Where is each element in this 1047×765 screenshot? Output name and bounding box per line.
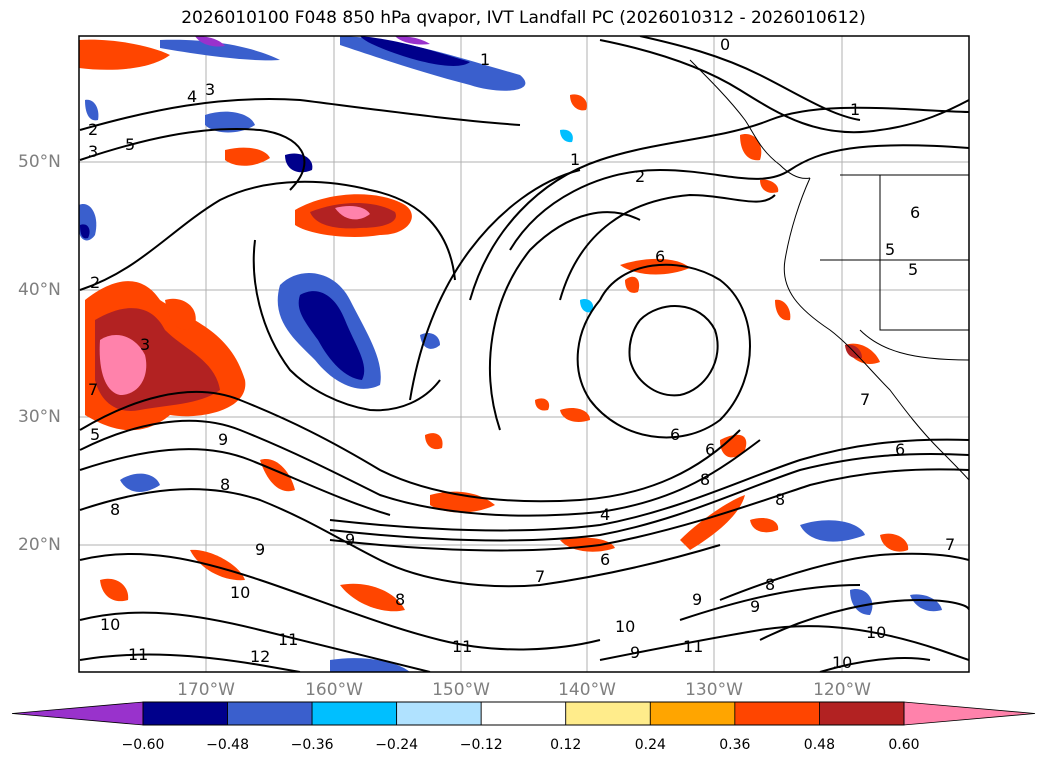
contour-label: 8 <box>700 470 710 489</box>
colorbar-cell <box>396 701 482 726</box>
colorbar-cell <box>565 701 651 726</box>
contour-label: 11 <box>683 637 703 656</box>
contour-label: 6 <box>600 550 610 569</box>
contour-label: 7 <box>860 390 870 409</box>
lon-label: 150°W <box>432 680 490 700</box>
contour-label: 9 <box>255 540 265 559</box>
contour-label: 12 <box>250 647 270 666</box>
contour-label: 5 <box>90 425 100 444</box>
contour-label: 5 <box>125 135 135 154</box>
contour-label: 8 <box>765 575 775 594</box>
lat-label: 40°N <box>18 280 61 300</box>
shading <box>79 36 942 672</box>
contour-label: 6 <box>895 440 905 459</box>
colorbar-cell <box>649 701 736 726</box>
contour-label: 1 <box>850 100 860 119</box>
coastline <box>689 59 969 481</box>
contour-label: 8 <box>395 590 405 609</box>
contour-label: 2 <box>90 273 100 292</box>
contour-label: 7 <box>945 535 955 554</box>
colorbar-tick-label: 0.48 <box>803 737 835 753</box>
contour-label: 7 <box>535 567 545 586</box>
colorbar-tick-label: −0.24 <box>375 737 419 753</box>
contour-label: 8 <box>220 475 230 494</box>
colorbar-cell <box>142 701 228 726</box>
contour-label: 8 <box>110 500 120 519</box>
contour-label: 5 <box>908 260 918 279</box>
colorbar-cell <box>227 701 313 726</box>
contour-label: 6 <box>910 203 920 222</box>
lat-label: 50°N <box>18 152 61 172</box>
contour-label: 2 <box>88 120 98 139</box>
contour-label: 3 <box>140 335 150 354</box>
colorbar-tick-label: 0.12 <box>550 737 582 753</box>
contour-label: 6 <box>670 425 680 444</box>
colorbar <box>11 701 1036 726</box>
contour-label: 9 <box>750 597 760 616</box>
colorbar-cell <box>734 701 820 726</box>
contour-label: 7 <box>88 380 98 399</box>
contour-label: 3 <box>88 142 98 161</box>
contour-label: 10 <box>230 583 250 602</box>
contour-label: 0 <box>720 35 730 54</box>
contour-label: 4 <box>600 505 610 524</box>
colorbar-cell <box>819 701 905 726</box>
map-title: 2026010100 F048 850 hPa qvapor, IVT Land… <box>181 8 866 28</box>
lon-label: 160°W <box>305 680 363 700</box>
colorbar-cell <box>311 701 398 726</box>
contour-label: 8 <box>775 490 785 509</box>
lat-label: 30°N <box>18 407 61 427</box>
contour-label: 2 <box>635 167 645 186</box>
contour-label: 1 <box>570 150 580 169</box>
contour-label: 10 <box>100 615 120 634</box>
contour-label: 10 <box>866 623 886 642</box>
contour-label: 11 <box>278 630 298 649</box>
contour-label: 3 <box>205 80 215 99</box>
colorbar-tick-label: −0.12 <box>459 737 503 753</box>
contour-label: 5 <box>885 240 895 259</box>
colorbar-tick-label: −0.36 <box>290 737 334 753</box>
colorbar-tick-label: −0.48 <box>206 737 249 753</box>
contour-label: 10 <box>615 617 635 636</box>
lon-label: 140°W <box>558 680 616 700</box>
contour-label: 6 <box>655 247 665 266</box>
colorbar-cell <box>480 701 567 726</box>
lon-label: 130°W <box>685 680 743 700</box>
contour-label: 9 <box>218 430 228 449</box>
colorbar-extend-max <box>903 701 1036 726</box>
colorbar-tick-label: 0.60 <box>888 737 920 753</box>
contour-label: 6 <box>705 440 715 459</box>
contour-label: 10 <box>832 653 852 672</box>
lon-label: 170°W <box>177 680 235 700</box>
map-panel: 0 1 1 1 2 2 2 3 3 3 4 5 5 5 4 6 6 6 6 6 … <box>78 35 970 673</box>
contour-label: 4 <box>187 87 197 106</box>
colorbar-tick-label: 0.36 <box>719 737 751 753</box>
contour-label: 11 <box>452 637 472 656</box>
contour-label: 9 <box>692 590 702 609</box>
contour-label: 9 <box>345 530 355 549</box>
colorbar-tick-label: 0.24 <box>634 737 666 753</box>
contour-label: 9 <box>630 643 640 662</box>
map-frame <box>78 35 970 673</box>
contour-label: 1 <box>480 50 490 69</box>
colorbar-tick-label: −0.60 <box>121 737 165 753</box>
lon-label: 120°W <box>813 680 871 700</box>
contour-label: 11 <box>128 645 148 664</box>
colorbar-extend-min <box>11 701 144 726</box>
lat-label: 20°N <box>18 535 61 555</box>
contour-label-group: 0 1 1 1 2 2 2 3 3 3 4 5 5 5 4 6 6 6 6 6 … <box>88 35 955 672</box>
contour-lines <box>79 36 969 672</box>
